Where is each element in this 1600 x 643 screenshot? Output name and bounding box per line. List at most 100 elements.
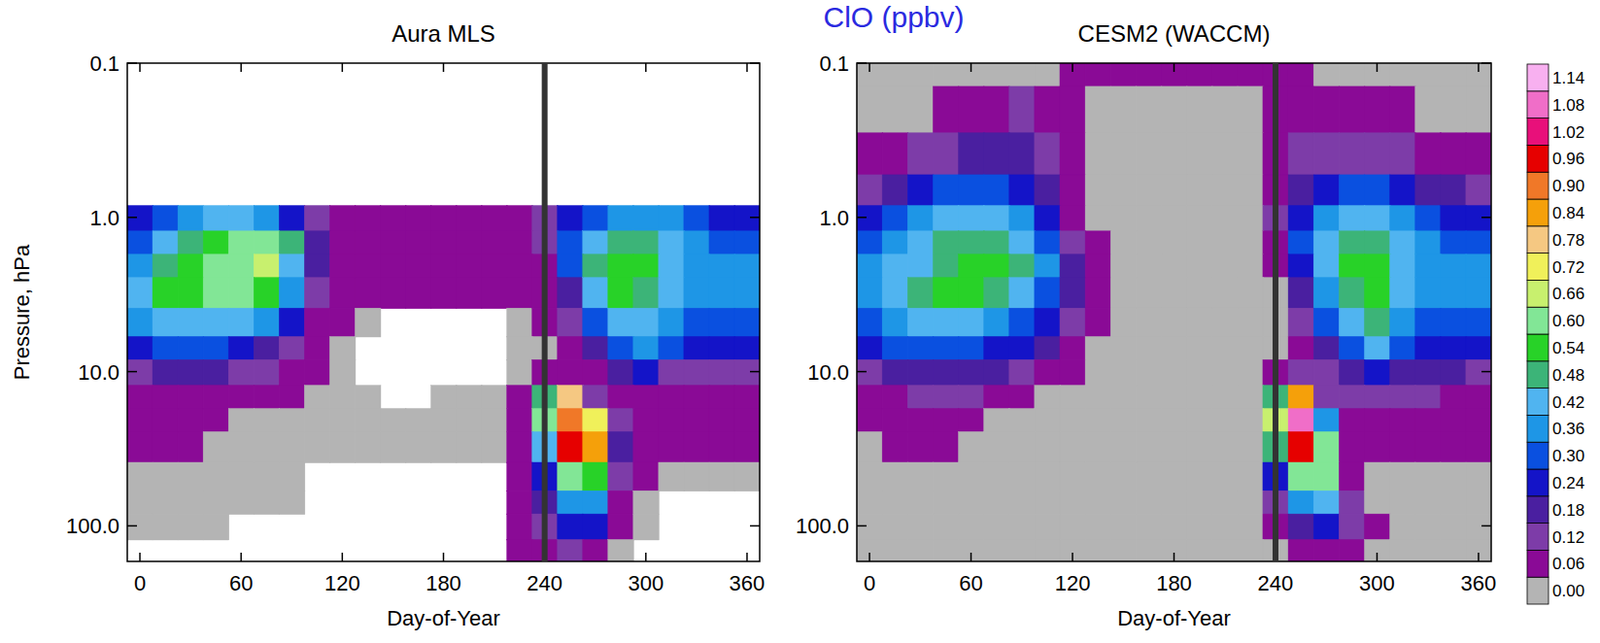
cell — [1465, 462, 1492, 492]
day-marker-line — [1272, 63, 1279, 562]
cell — [1363, 174, 1391, 206]
cell — [405, 254, 432, 279]
cell — [1338, 431, 1365, 463]
cell — [1009, 431, 1036, 463]
cell — [329, 205, 356, 233]
cell — [1034, 462, 1061, 492]
cell — [1237, 490, 1264, 515]
cell — [152, 513, 179, 541]
cell — [1034, 254, 1061, 279]
cell — [856, 513, 884, 541]
cell — [907, 133, 934, 176]
cell — [1363, 205, 1391, 233]
cell — [1212, 86, 1239, 134]
cell — [633, 490, 660, 515]
cell — [608, 254, 635, 279]
cell — [1288, 133, 1315, 176]
cell — [1237, 307, 1264, 338]
cell — [582, 431, 610, 463]
y-tick — [127, 525, 137, 528]
cell — [456, 431, 483, 463]
cell — [1212, 174, 1239, 206]
cell — [734, 408, 760, 433]
cell — [1110, 231, 1137, 256]
cell — [907, 539, 934, 562]
cell — [354, 231, 381, 256]
cell — [1009, 359, 1036, 386]
cell — [304, 408, 331, 433]
cell — [557, 336, 584, 361]
cell — [734, 231, 760, 256]
cell — [379, 277, 407, 309]
cell — [1187, 385, 1214, 410]
x-tick — [341, 552, 344, 562]
cell — [329, 408, 356, 433]
cell — [957, 254, 985, 279]
x-tick — [746, 63, 749, 72]
cell — [1187, 408, 1214, 433]
cell — [1415, 431, 1442, 463]
cell — [1187, 254, 1214, 279]
cell — [1160, 63, 1188, 88]
cell — [907, 359, 934, 386]
colorbar-box — [1527, 361, 1549, 389]
cell — [405, 431, 432, 463]
cell — [1390, 490, 1417, 515]
cell — [1390, 63, 1417, 88]
cell — [582, 205, 610, 233]
cell — [882, 86, 909, 134]
cell — [1440, 133, 1467, 176]
y-tick — [127, 371, 137, 374]
cell — [1338, 205, 1365, 233]
cell — [1363, 277, 1391, 309]
cell — [957, 133, 985, 176]
colorbar-label: 1.08 — [1552, 96, 1585, 115]
cell — [1237, 133, 1264, 176]
cell — [1338, 462, 1365, 492]
cell — [1085, 490, 1112, 515]
cell — [507, 336, 534, 361]
cell — [1465, 431, 1492, 463]
y-tick-label: 10.0 — [807, 360, 850, 385]
cell — [709, 307, 736, 338]
cell — [127, 408, 154, 433]
cell — [658, 431, 685, 463]
cell — [507, 490, 534, 515]
cell — [582, 513, 610, 541]
cell — [1338, 231, 1365, 256]
cell — [1363, 86, 1391, 134]
cell — [1034, 277, 1061, 309]
cell — [304, 359, 331, 386]
cell — [1160, 385, 1188, 410]
x-tick — [970, 63, 973, 72]
cell — [1187, 513, 1214, 541]
x-tick-label: 300 — [1359, 571, 1396, 596]
cell — [633, 462, 660, 492]
cell — [1465, 133, 1492, 176]
cell — [957, 490, 985, 515]
cell — [932, 336, 959, 361]
y-tick-label: 1.0 — [818, 205, 850, 231]
cell — [253, 254, 280, 279]
colorbar-box — [1527, 199, 1549, 227]
cell — [984, 336, 1011, 361]
cell — [633, 277, 660, 309]
cell — [658, 385, 685, 410]
colorbar-box — [1527, 253, 1549, 281]
cell — [1363, 431, 1391, 463]
cell — [1237, 408, 1264, 433]
cell — [278, 205, 306, 233]
cell — [957, 174, 985, 206]
cell — [856, 336, 884, 361]
y-tick — [1481, 525, 1492, 528]
cell — [1110, 359, 1137, 386]
cell — [1212, 431, 1239, 463]
cell — [907, 385, 934, 410]
cell — [1363, 133, 1391, 176]
cell — [1338, 277, 1365, 309]
cell — [1313, 513, 1340, 541]
cell — [633, 513, 660, 541]
cell — [1135, 277, 1162, 309]
cell — [557, 307, 584, 338]
cell — [1440, 462, 1467, 492]
